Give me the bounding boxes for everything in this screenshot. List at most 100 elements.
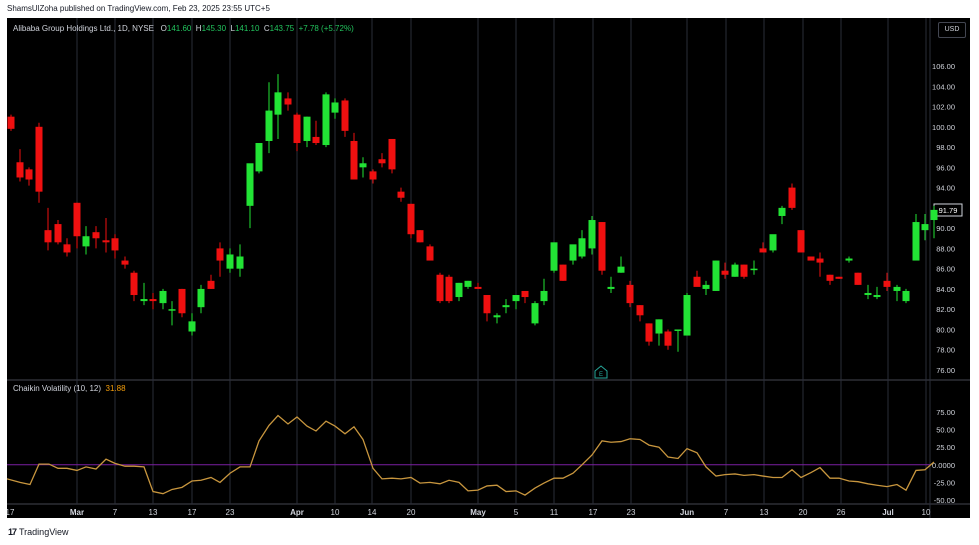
candle-up (902, 290, 910, 302)
candle-down (293, 114, 301, 144)
candle-down (645, 323, 653, 342)
candle-down (397, 191, 405, 198)
candle-down (121, 260, 129, 265)
indicator-tick-label: 25.00 (936, 443, 955, 452)
candle-down (559, 264, 567, 281)
candle-up (921, 224, 929, 231)
x-tick-label: Apr (290, 508, 304, 517)
price-tick-label: 98.00 (936, 143, 955, 152)
candle-up (274, 92, 282, 115)
candle-up (578, 238, 586, 257)
candle-up (873, 295, 881, 298)
candle-down (63, 244, 71, 253)
price-tick-label: 80.00 (936, 325, 955, 334)
candle-down (426, 246, 434, 261)
candle-up (588, 220, 596, 249)
x-tick-label: 11 (550, 508, 559, 517)
indicator-tick-label: 50.00 (936, 426, 955, 435)
candle-down (312, 136, 320, 144)
candle-down (73, 202, 81, 237)
chart-frame[interactable]: 17 Mar 7 13 17 23 Apr 10 14 20 May 5 11 17 23 Jun 7 13 20 2… (7, 18, 970, 518)
publish-line: ShamsUlZoha published on TradingView.com… (7, 4, 270, 13)
candle-up (82, 236, 90, 247)
tradingview-logo-icon: 17 (8, 527, 17, 537)
chart-canvas[interactable]: 17 Mar 7 13 17 23 Apr 10 14 20 May 5 11 17 23 Jun 7 13 20 2… (7, 18, 970, 518)
candle-up (303, 116, 311, 141)
price-tick-label: 82.00 (936, 305, 955, 314)
price-tick-label: 96.00 (936, 163, 955, 172)
candle-up (246, 163, 254, 206)
x-tick-label: 23 (627, 508, 636, 517)
candle-up (769, 234, 777, 251)
indicator-name: Chaikin Volatility (10, 12) (13, 384, 102, 393)
x-tick-label: 5 (514, 508, 519, 517)
candle-up (531, 303, 539, 324)
candle-down (664, 331, 672, 346)
candle-up (197, 288, 205, 308)
candle-down (788, 187, 796, 208)
x-tick-label: 13 (760, 508, 769, 517)
earnings-icon (594, 365, 608, 379)
candle-up (731, 264, 739, 277)
candle-down (102, 240, 110, 243)
open-value: 141.60 (166, 24, 192, 33)
candle-up (750, 268, 758, 271)
candle-down (378, 159, 386, 164)
candle-up (322, 94, 330, 146)
candle-down (636, 305, 644, 316)
candle-down (350, 140, 358, 180)
candle-down (693, 276, 701, 287)
candle-down (816, 258, 824, 263)
x-tick-label: 26 (837, 508, 846, 517)
candle-down (407, 203, 415, 235)
candle-up (930, 209, 938, 221)
candle-down (111, 238, 119, 251)
candle-up (617, 266, 625, 273)
candle-up (569, 244, 577, 261)
x-tick-label: 10 (922, 508, 931, 517)
indicator-tick-label: 75.00 (936, 408, 955, 417)
candle-up (359, 163, 367, 168)
x-tick-label: 20 (407, 508, 416, 517)
price-tick-label: 100.00 (932, 123, 955, 132)
candle-up (331, 102, 339, 113)
candle-down (92, 232, 100, 239)
change-value: +7.78 (+5.72%) (298, 24, 354, 33)
indicator-tick-label: -25.00 (934, 478, 955, 487)
indicator-value: 31.88 (105, 384, 126, 393)
x-tick-label: 13 (149, 508, 158, 517)
candle-down (436, 274, 444, 302)
candle-up (683, 295, 691, 336)
x-tick-label: May (470, 508, 486, 517)
x-tick-label: 17 (589, 508, 598, 517)
candle-down (216, 248, 224, 261)
candle-up (455, 282, 463, 298)
candle-down (521, 290, 529, 298)
x-tick-label: 17 (188, 508, 197, 517)
x-tick-label: 17 (7, 508, 15, 517)
price-tick-label: 106.00 (932, 62, 955, 71)
candle-down (44, 230, 52, 243)
x-tick-label: 7 (113, 508, 118, 517)
candle-down (835, 276, 843, 279)
x-tick-label: 14 (368, 508, 377, 517)
x-tick-label: Jun (680, 508, 694, 517)
candle-up (512, 295, 520, 302)
price-tick-label: 90.00 (936, 224, 955, 233)
currency-button[interactable]: USD (938, 22, 966, 38)
symbol-name: Alibaba Group Holdings Ltd., 1D, NYSE (13, 24, 154, 33)
price-tick-label: 78.00 (936, 346, 955, 355)
candle-up (864, 292, 872, 296)
candle-up (912, 222, 920, 261)
candle-down (759, 248, 767, 253)
x-tick-label: Jul (882, 508, 894, 517)
price-tick-label: 76.00 (936, 366, 955, 375)
candle-up (168, 309, 176, 311)
candle-down (284, 98, 292, 105)
indicator-legend[interactable]: Chaikin Volatility (10, 12) 31.88 (13, 384, 126, 393)
candle-down (721, 270, 729, 275)
candle-down (341, 100, 349, 131)
indicator-tick-label: 0.0000 (932, 461, 955, 470)
candle-down (883, 280, 891, 287)
candle-up (265, 110, 273, 141)
